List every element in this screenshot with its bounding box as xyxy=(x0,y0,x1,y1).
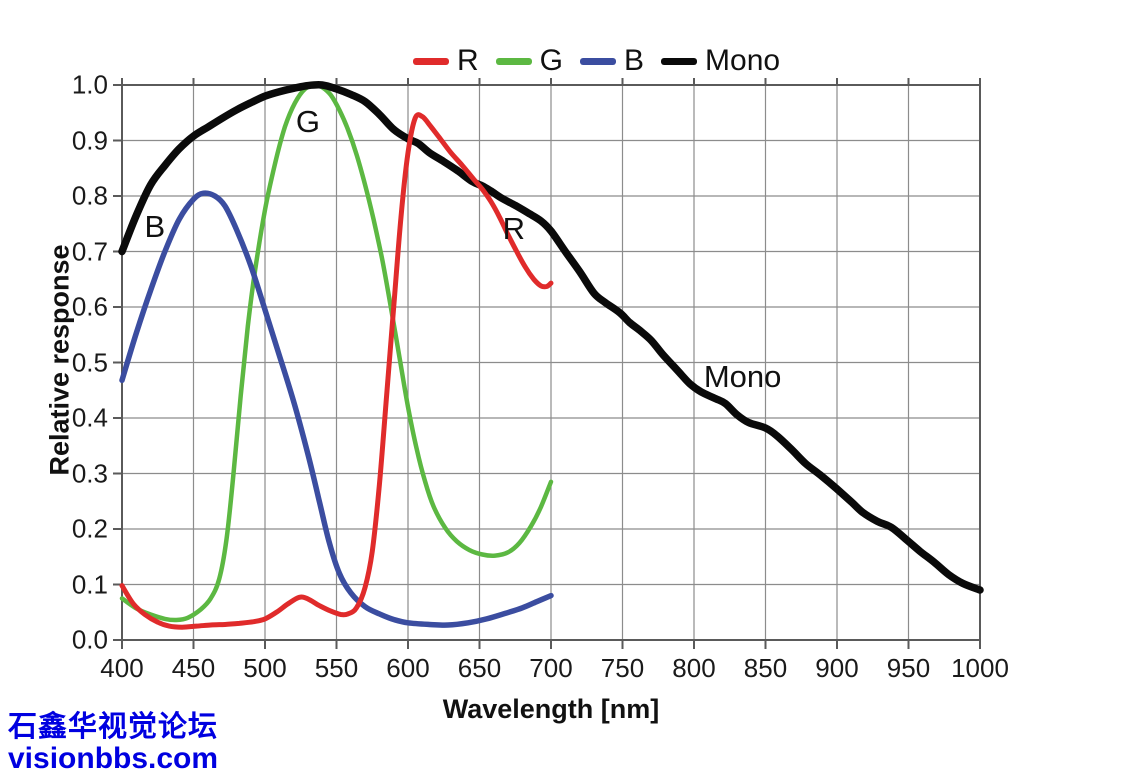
y-tick-label-0.0: 0.0 xyxy=(71,624,108,655)
x-tick-label-550: 550 xyxy=(314,653,359,683)
y-tick-label-0.2: 0.2 xyxy=(71,513,108,544)
y-tick-label-0.9: 0.9 xyxy=(71,125,108,155)
y-tick-label-0.6: 0.6 xyxy=(71,291,108,322)
y-tick-label-0.3: 0.3 xyxy=(71,458,108,488)
curve-R xyxy=(119,112,554,630)
x-tick-label-450: 450 xyxy=(171,653,216,683)
y-tick-label-0.7: 0.7 xyxy=(71,236,108,266)
x-tick-label-950: 950 xyxy=(886,653,931,683)
x-tick-label-650: 650 xyxy=(457,653,502,683)
curve-G xyxy=(119,82,554,623)
curve-label-G: G xyxy=(295,104,320,140)
legend-label-G: G xyxy=(539,44,564,77)
x-tick-label-400: 400 xyxy=(100,653,144,683)
legend-item-B: B xyxy=(580,44,644,78)
x-tick-label-700: 700 xyxy=(529,653,573,683)
watermark-line2: visionbbs.com xyxy=(8,742,219,775)
legend-swatch-G xyxy=(495,57,532,65)
x-axis-title: Wavelength [nm] xyxy=(442,694,660,724)
x-tick-label-500: 500 xyxy=(243,653,287,683)
x-tick-label-900: 900 xyxy=(815,653,859,683)
curve-B xyxy=(119,190,554,628)
x-tick-label-1000: 1000 xyxy=(951,653,1009,683)
legend: R G B Mono xyxy=(413,44,780,78)
legend-swatch-R xyxy=(413,57,449,65)
legend-item-Mono: Mono xyxy=(661,44,780,78)
y-tick-label-0.5: 0.5 xyxy=(71,347,108,377)
y-tick-label-0.1: 0.1 xyxy=(71,569,108,599)
legend-item-G: G xyxy=(495,44,564,78)
curve-label-R: R xyxy=(502,211,526,247)
x-tick-label-600: 600 xyxy=(386,653,430,683)
y-axis-title: Relative response xyxy=(44,244,75,476)
x-tick-label-850: 850 xyxy=(743,653,788,683)
legend-swatch-Mono xyxy=(661,57,698,65)
legend-swatch-B xyxy=(580,57,617,65)
legend-label-Mono: Mono xyxy=(705,44,781,77)
y-tick-label-0.8: 0.8 xyxy=(71,180,108,211)
y-tick-label-1.0: 1.0 xyxy=(71,69,108,100)
legend-item-R: R xyxy=(413,44,479,78)
curve-label-B: B xyxy=(144,208,166,244)
watermark-line1: 石鑫华视觉论坛 xyxy=(8,711,219,743)
curve-Mono xyxy=(118,81,984,594)
legend-label-B: B xyxy=(624,44,645,77)
x-tick-label-800: 800 xyxy=(672,653,716,683)
curve-label-Mono: Mono xyxy=(703,358,782,394)
legend-label-R: R xyxy=(457,44,479,77)
plot-border xyxy=(121,84,981,641)
y-tick-label-0.4: 0.4 xyxy=(71,402,108,433)
x-tick-label-750: 750 xyxy=(600,653,645,683)
watermark: 石鑫华视觉论坛 visionbbs.com xyxy=(8,711,218,775)
